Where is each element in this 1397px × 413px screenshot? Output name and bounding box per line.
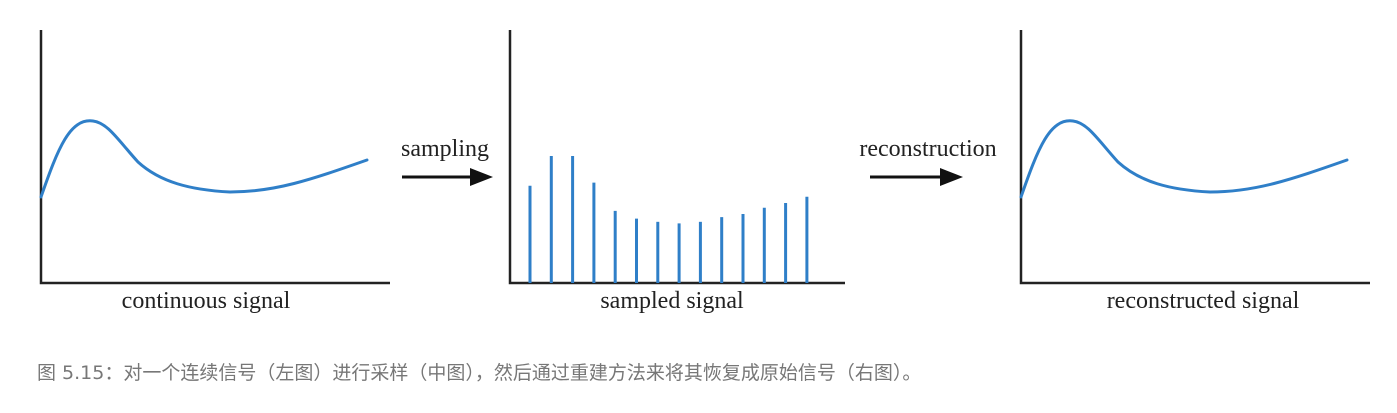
reconstructed-axes bbox=[1019, 30, 1370, 285]
reconstruction-arrow-head bbox=[940, 168, 963, 186]
reconstruction-arrow: reconstruction bbox=[859, 136, 997, 186]
sampling-arrow: sampling bbox=[401, 136, 493, 186]
sampled-axes bbox=[508, 30, 845, 285]
sampled-signal-label: sampled signal bbox=[600, 288, 744, 314]
figure-caption: 图 5.15：对一个连续信号（左图）进行采样（中图），然后通过重建方法来将其恢复… bbox=[37, 362, 922, 384]
continuous-axes bbox=[39, 30, 390, 285]
continuous-curve bbox=[39, 119, 369, 199]
reconstruction-label: reconstruction bbox=[859, 136, 996, 162]
reconstructed-curve bbox=[1019, 119, 1349, 199]
sampling-label: sampling bbox=[401, 136, 489, 162]
reconstructed-signal-panel: reconstructed signal bbox=[1019, 30, 1370, 314]
sampling-arrow-head bbox=[470, 168, 493, 186]
sample-stems bbox=[528, 155, 809, 283]
sampled-signal-panel: sampled signal bbox=[508, 30, 845, 314]
continuous-signal-panel: continuous signal bbox=[39, 30, 390, 314]
continuous-signal-label: continuous signal bbox=[122, 288, 291, 314]
reconstructed-signal-label: reconstructed signal bbox=[1107, 288, 1300, 314]
